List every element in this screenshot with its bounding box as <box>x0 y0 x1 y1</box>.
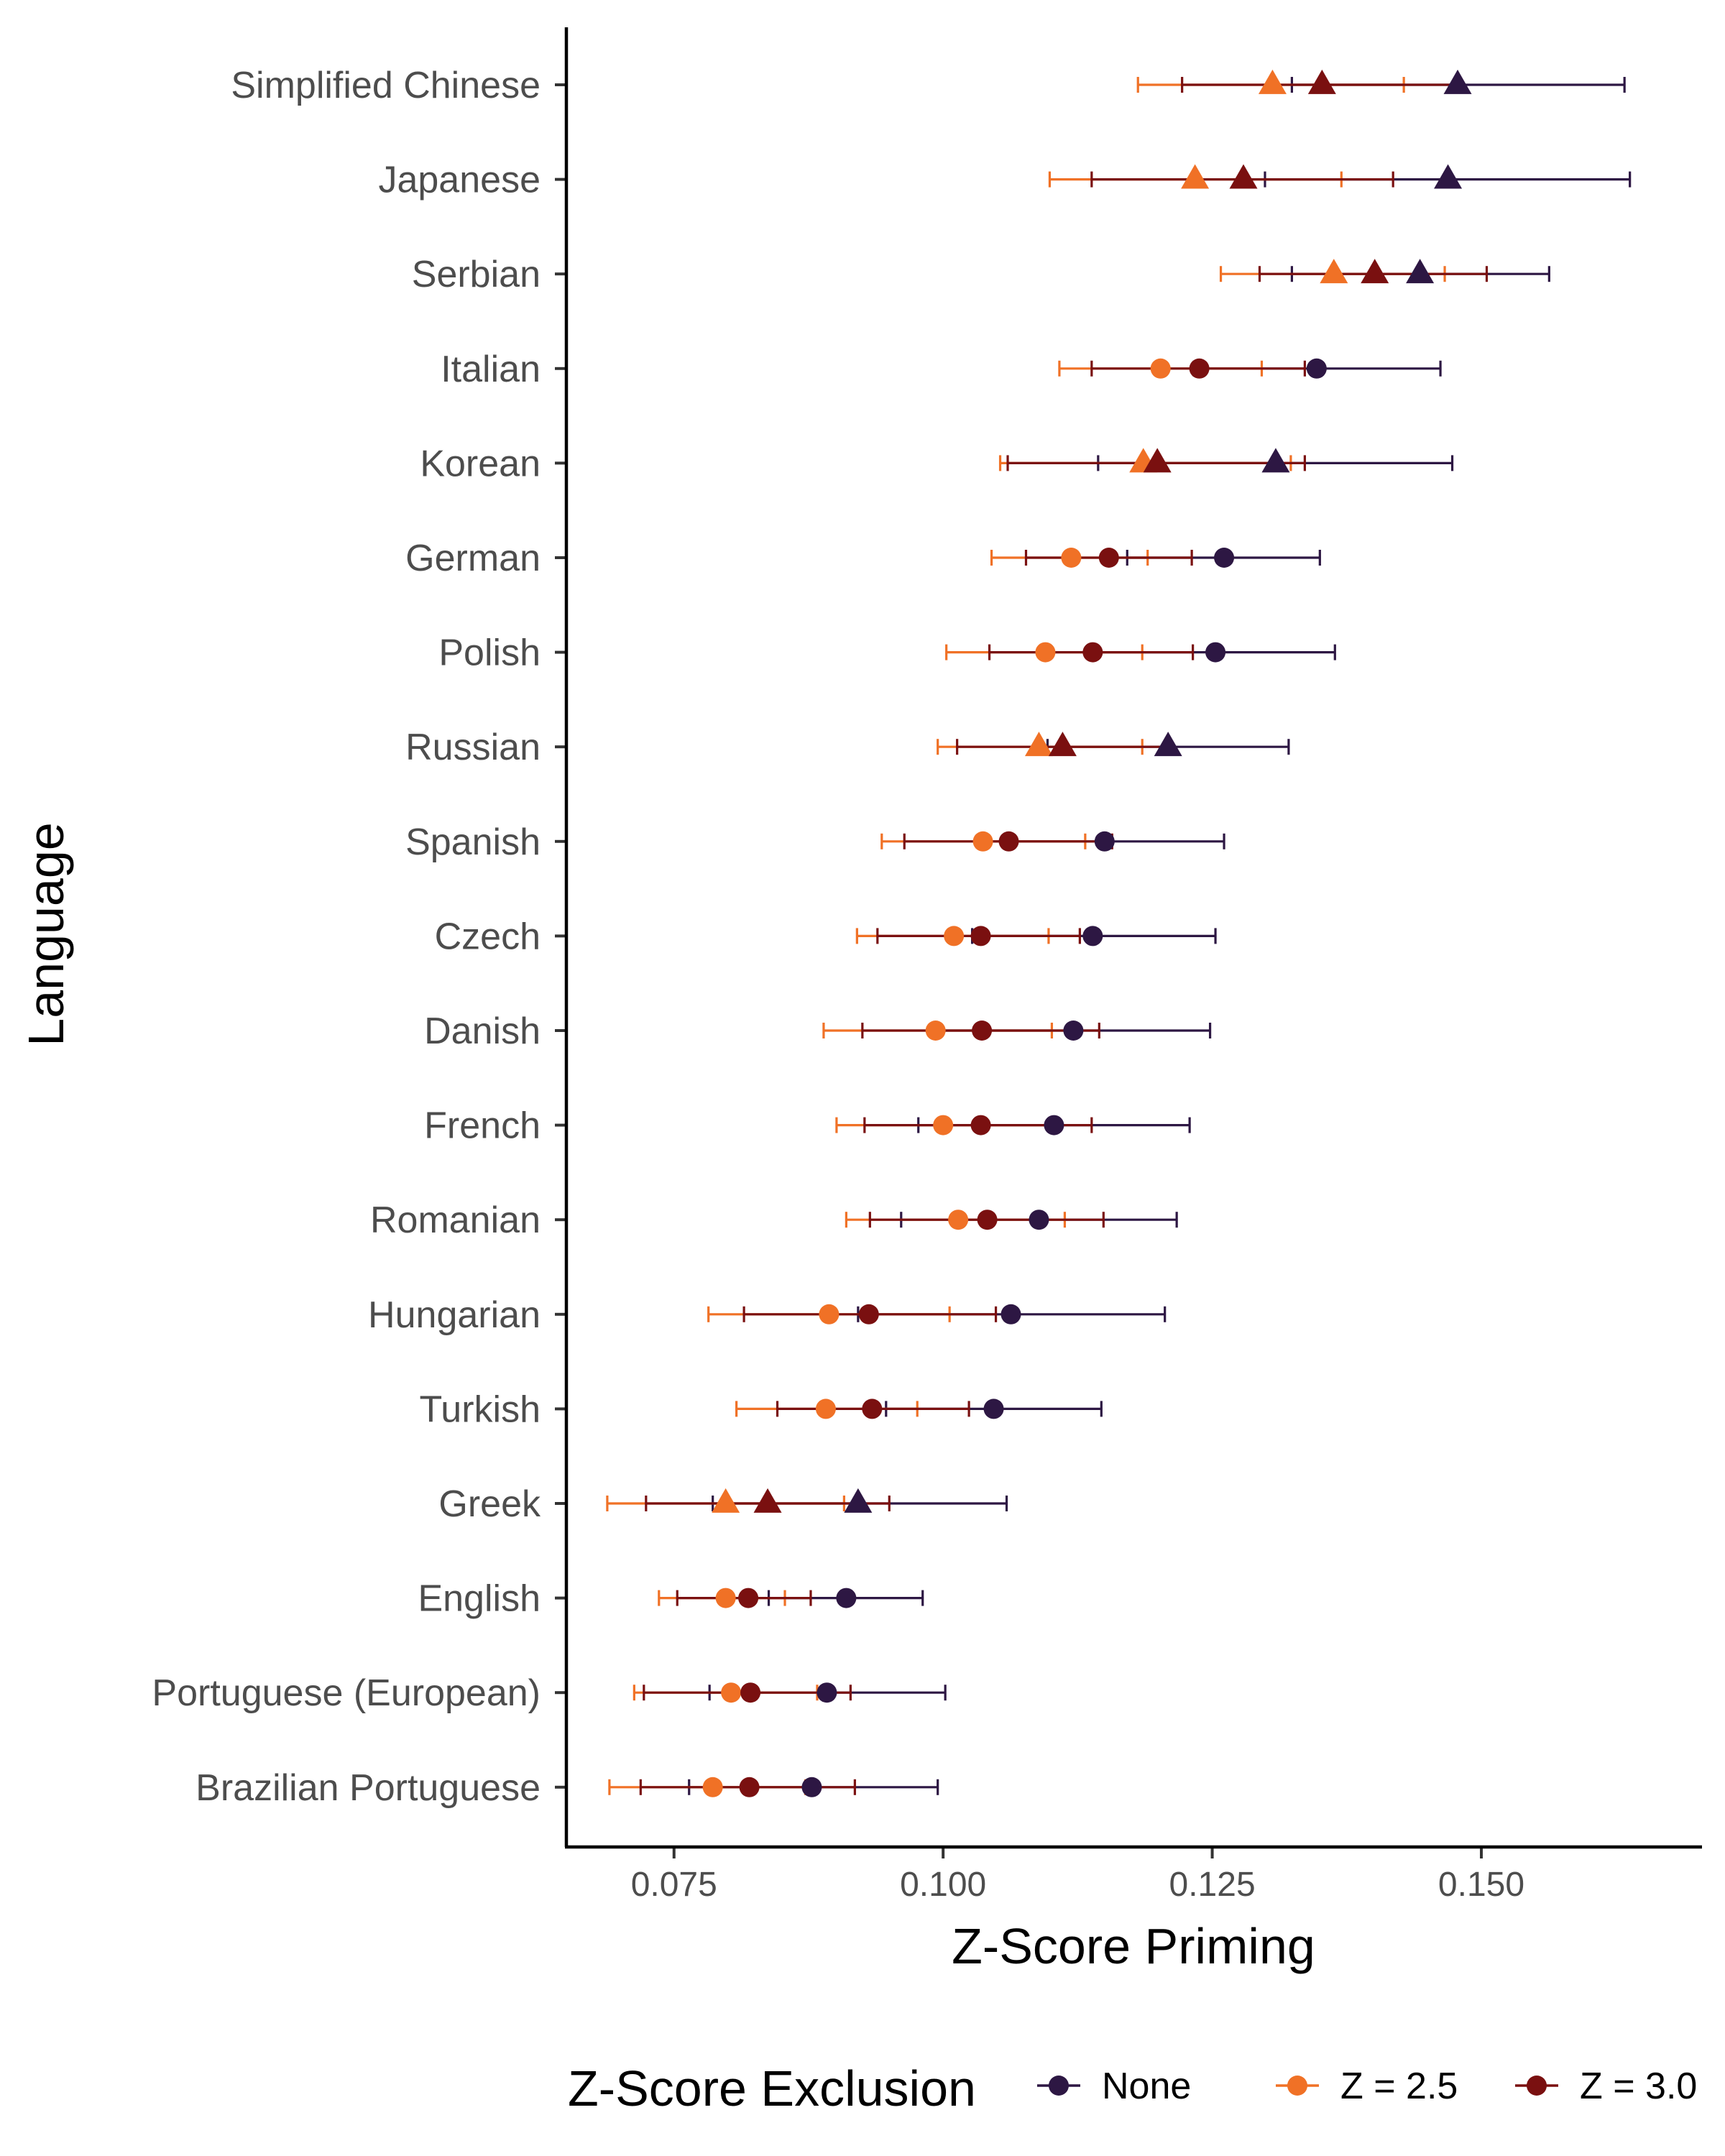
point-z-2-5-danish <box>925 1021 946 1041</box>
point-none-czech <box>1082 926 1103 946</box>
point-z-2-5-french <box>933 1115 954 1135</box>
point-z-3-0-hungarian <box>858 1304 879 1325</box>
y-tick-label-serbian: Serbian <box>412 254 540 295</box>
y-tick-label-japanese: Japanese <box>378 160 540 201</box>
point-z-3-0-danish <box>972 1021 993 1041</box>
point-none-polish <box>1205 642 1226 663</box>
x-tick-label: 0.150 <box>1438 1866 1524 1904</box>
legend-item-none: None <box>1037 2065 1191 2107</box>
point-none-japanese <box>1434 164 1463 189</box>
point-z-3-0-portuguese-european <box>740 1682 761 1703</box>
y-axis-ticks: Simplified Chinese Japanese Serbian Italian… <box>152 65 566 1809</box>
point-none-simplified-chinese <box>1443 69 1472 94</box>
legend-label: Z = 3.0 <box>1580 2065 1697 2107</box>
point-none-french <box>1044 1115 1064 1135</box>
y-tick-label-korean: Korean <box>420 443 540 484</box>
point-z-3-0-spanish <box>998 831 1019 852</box>
point-z-3-0-japanese <box>1229 164 1258 189</box>
y-tick-label-hungarian: Hungarian <box>368 1294 540 1336</box>
point-none-romanian <box>1029 1210 1049 1230</box>
legend-key-point <box>1527 2076 1547 2096</box>
point-z-3-0-simplified-chinese <box>1307 69 1336 94</box>
point-none-serbian <box>1406 259 1435 284</box>
legend-item-z-2-5: Z = 2.5 <box>1276 2065 1458 2107</box>
point-z-3-0-italian <box>1189 358 1210 379</box>
point-none-spanish <box>1094 831 1115 852</box>
point-z-3-0-greek <box>753 1488 782 1513</box>
y-tick-label-spanish: Spanish <box>405 821 540 863</box>
x-tick-label: 0.125 <box>1169 1866 1256 1904</box>
point-z-3-0-romanian <box>977 1210 998 1230</box>
y-tick-label-turkish: Turkish <box>419 1388 540 1430</box>
point-z-2-5-russian <box>1024 732 1053 757</box>
y-tick-label-greek: Greek <box>438 1483 541 1525</box>
point-z-2-5-japanese <box>1181 164 1210 189</box>
error-bars <box>606 77 1632 1795</box>
point-z-3-0-turkish <box>862 1399 883 1419</box>
point-none-korean <box>1261 448 1290 473</box>
point-z-3-0-czech <box>970 926 991 946</box>
point-z-2-5-czech <box>944 926 965 946</box>
point-z-3-0-brazilian-portuguese <box>739 1777 760 1797</box>
point-none-brazilian-portuguese <box>801 1777 822 1797</box>
y-tick-label-german: German <box>405 538 540 579</box>
point-none-turkish <box>983 1399 1004 1419</box>
y-tick-label-brazilian-portuguese: Brazilian Portuguese <box>196 1767 540 1809</box>
y-tick-label-polish: Polish <box>438 632 540 674</box>
point-z-3-0-german <box>1098 548 1119 568</box>
point-z-3-0-russian <box>1048 732 1077 757</box>
y-tick-label-danish: Danish <box>424 1010 540 1052</box>
point-z-2-5-hungarian <box>819 1304 840 1325</box>
y-tick-label-russian: Russian <box>405 727 540 768</box>
legend-label: None <box>1102 2065 1191 2107</box>
data-points <box>702 69 1472 1797</box>
point-z-3-0-polish <box>1082 642 1103 663</box>
legend-item-z-3-0: Z = 3.0 <box>1515 2065 1697 2107</box>
point-z-2-5-serbian <box>1320 259 1348 284</box>
x-tick-label: 0.100 <box>900 1866 986 1904</box>
point-none-hungarian <box>1000 1304 1021 1325</box>
y-tick-label-romanian: Romanian <box>370 1199 540 1241</box>
point-z-2-5-brazilian-portuguese <box>702 1777 723 1797</box>
point-none-german <box>1214 548 1235 568</box>
point-z-2-5-german <box>1061 548 1082 568</box>
point-z-2-5-turkish <box>815 1399 836 1419</box>
x-tick-label: 0.075 <box>631 1866 717 1904</box>
y-tick-label-simplified-chinese: Simplified Chinese <box>231 65 540 106</box>
point-none-portuguese-european <box>816 1682 837 1703</box>
x-axis-ticks: 0.075 0.100 0.125 0.150 <box>631 1847 1524 1904</box>
y-tick-label-czech: Czech <box>435 916 540 957</box>
point-z-2-5-polish <box>1035 642 1056 663</box>
legend-key-point <box>1049 2076 1069 2096</box>
point-none-english <box>836 1588 857 1608</box>
legend-label: Z = 2.5 <box>1340 2065 1458 2107</box>
point-z-3-0-english <box>738 1588 759 1608</box>
point-z-2-5-greek <box>712 1488 740 1513</box>
legend-title: Z-Score Exclusion <box>568 2060 976 2116</box>
legend-key-point <box>1287 2076 1307 2096</box>
y-tick-label-portuguese-european: Portuguese (European) <box>152 1672 540 1714</box>
point-none-greek <box>844 1488 873 1513</box>
point-z-3-0-french <box>970 1115 991 1135</box>
point-z-2-5-spanish <box>972 831 993 852</box>
point-z-2-5-portuguese-european <box>721 1682 742 1703</box>
point-none-russian <box>1154 732 1182 757</box>
y-axis-title: Language <box>18 822 74 1046</box>
y-tick-label-french: French <box>424 1105 540 1147</box>
point-z-2-5-english <box>715 1588 736 1608</box>
point-z-2-5-simplified-chinese <box>1258 69 1287 94</box>
y-tick-label-italian: Italian <box>441 349 540 390</box>
point-none-italian <box>1306 358 1327 379</box>
point-z-2-5-romanian <box>948 1210 969 1230</box>
point-z-2-5-italian <box>1150 358 1171 379</box>
point-z-3-0-serbian <box>1361 259 1389 284</box>
x-axis-title: Z-Score Priming <box>952 1918 1315 1974</box>
point-z-3-0-korean <box>1143 448 1172 473</box>
point-none-danish <box>1063 1021 1084 1041</box>
legend: Z-Score Exclusion None Z = 2.5 Z = 3.0 <box>568 2060 1697 2116</box>
y-tick-label-english: English <box>418 1578 540 1620</box>
